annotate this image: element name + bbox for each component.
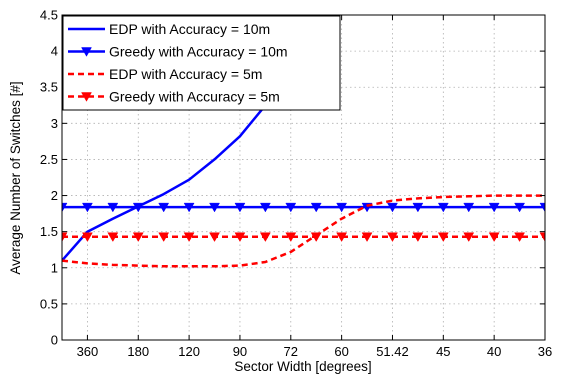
y-tick-label: 1.5 [40, 224, 58, 239]
data-point-marker [209, 232, 220, 242]
data-point-marker [209, 202, 220, 213]
y-tick-label: 1 [51, 260, 58, 275]
data-point-marker [514, 232, 526, 242]
series-4 [62, 232, 545, 242]
legend-item: Greedy with Accuracy = 10m [68, 44, 288, 60]
data-point-marker [62, 232, 68, 242]
legend-label: EDP with Accuracy = 5m [109, 66, 262, 82]
x-tick-label: 60 [334, 344, 348, 359]
x-tick-label: 40 [487, 344, 501, 359]
series-2 [62, 202, 545, 213]
x-tick-label: 36 [538, 344, 552, 359]
y-tick-label: 3 [51, 116, 58, 131]
x-axis-label: Sector Width [degrees] [234, 359, 371, 374]
data-point-marker [158, 202, 170, 213]
data-point-marker [81, 92, 92, 102]
x-tick-label: 360 [77, 344, 99, 359]
series-line [62, 194, 545, 268]
legend-item: Greedy with Accuracy = 5m [68, 89, 280, 105]
data-point-marker [387, 232, 398, 242]
data-point-marker [310, 202, 322, 213]
y-tick-label: 4.5 [40, 8, 58, 23]
data-point-marker [387, 202, 398, 213]
y-tick-label: 2 [51, 188, 58, 203]
data-point-marker [488, 232, 500, 242]
data-point-marker [183, 202, 195, 213]
data-point-marker [285, 232, 297, 242]
data-point-marker [259, 232, 271, 242]
legend-box [62, 15, 341, 111]
legend-item: EDP with Accuracy = 5m [68, 66, 262, 82]
legend-label: Greedy with Accuracy = 10m [109, 44, 288, 60]
y-tick-label: 2.5 [40, 152, 58, 167]
data-point-marker [183, 232, 195, 242]
data-point-marker [158, 232, 170, 242]
data-point-marker [412, 232, 424, 242]
data-point-marker [437, 202, 449, 213]
data-point-marker [285, 202, 297, 213]
data-point-marker [463, 232, 475, 242]
data-point-marker [361, 232, 373, 242]
y-tick-label: 3.5 [40, 80, 58, 95]
data-point-marker [107, 202, 119, 213]
y-tick-label: 0.5 [40, 296, 58, 311]
x-tick-label: 180 [127, 344, 149, 359]
y-tick-label: 4 [51, 44, 58, 59]
x-tick-label: 90 [233, 344, 247, 359]
data-point-marker [539, 232, 545, 242]
plot-frame [61, 14, 546, 341]
data-point-marker [107, 232, 119, 242]
data-point-marker [234, 232, 246, 242]
data-point-marker [81, 232, 93, 242]
data-point-marker [539, 202, 545, 213]
data-point-marker [81, 47, 92, 57]
data-point-marker [412, 202, 424, 213]
x-tick-label: 120 [178, 344, 200, 359]
legend-label: Greedy with Accuracy = 5m [109, 89, 280, 105]
data-point-marker [437, 232, 449, 242]
series-3 [62, 194, 545, 268]
legend-label: EDP with Accuracy = 10m [109, 21, 270, 37]
data-point-marker [463, 202, 475, 213]
x-tick-label: 45 [436, 344, 450, 359]
data-point-marker [310, 232, 322, 242]
x-tick-label: 51.42 [376, 344, 409, 359]
axis-ticks: 360 180 120 90 72 60 51.42 45 40 3600.511.522.533… [40, 8, 552, 360]
data-point-marker [488, 202, 500, 213]
data-point-marker [81, 202, 93, 213]
y-tick-label: 0 [51, 333, 58, 348]
data-point-marker [336, 202, 348, 213]
data-point-marker [336, 232, 348, 242]
data-point-marker [259, 202, 271, 213]
data-point-marker [132, 232, 144, 242]
y-axis-label: Average Number of Switches [#] [8, 81, 23, 274]
data-point-marker [234, 202, 246, 213]
legend-item: EDP with Accuracy = 10m [68, 21, 270, 37]
data-point-marker [132, 202, 144, 213]
legend: EDP with Accuracy = 10m Greedy with Accur… [62, 15, 341, 111]
x-tick-label: 72 [284, 344, 298, 359]
data-point-marker [62, 202, 68, 213]
data-point-marker [514, 202, 526, 213]
